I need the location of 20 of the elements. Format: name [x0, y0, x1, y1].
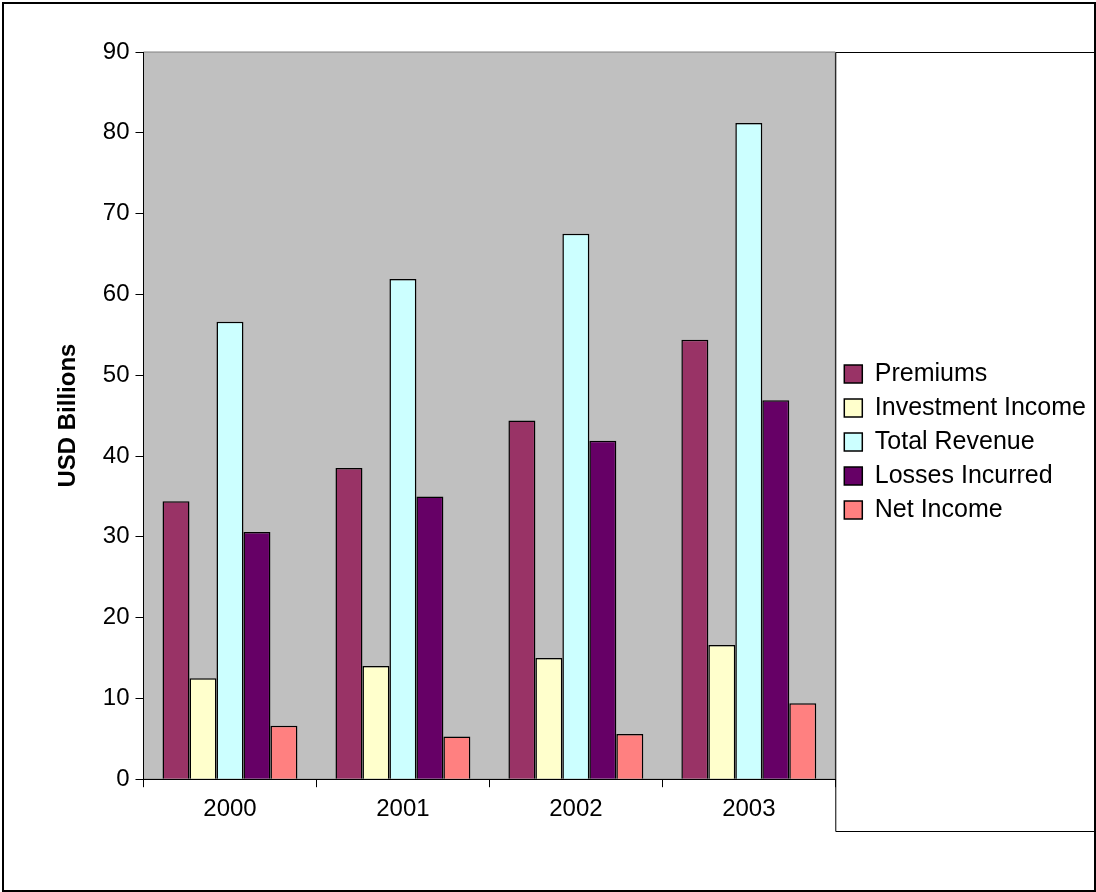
legend-label: Net Income — [874, 493, 1003, 522]
y-tick-label: 10 — [102, 683, 130, 711]
legend-label: Premiums — [874, 357, 988, 386]
y-tick-label: 0 — [116, 763, 130, 791]
x-tick-label: 2001 — [376, 794, 430, 822]
y-tick-label: 70 — [102, 198, 130, 226]
y-tick-label: 60 — [102, 279, 130, 307]
y-tick-label: 20 — [102, 602, 130, 630]
y-tick-label: 50 — [102, 359, 130, 387]
x-tick-label: 2002 — [549, 794, 603, 822]
legend-label: Total Revenue — [874, 425, 1035, 454]
y-tick-label: 80 — [102, 117, 130, 145]
y-tick-label: 40 — [102, 440, 130, 468]
y-axis-title: USD Billions — [53, 343, 81, 488]
x-tick-label: 2000 — [203, 794, 257, 822]
legend-label: Losses Incurred — [874, 459, 1053, 488]
y-tick-label: 90 — [102, 36, 130, 64]
legend-label: Investment Income — [874, 391, 1087, 420]
y-tick-label: 30 — [102, 521, 130, 549]
x-tick-label: 2003 — [722, 794, 776, 822]
